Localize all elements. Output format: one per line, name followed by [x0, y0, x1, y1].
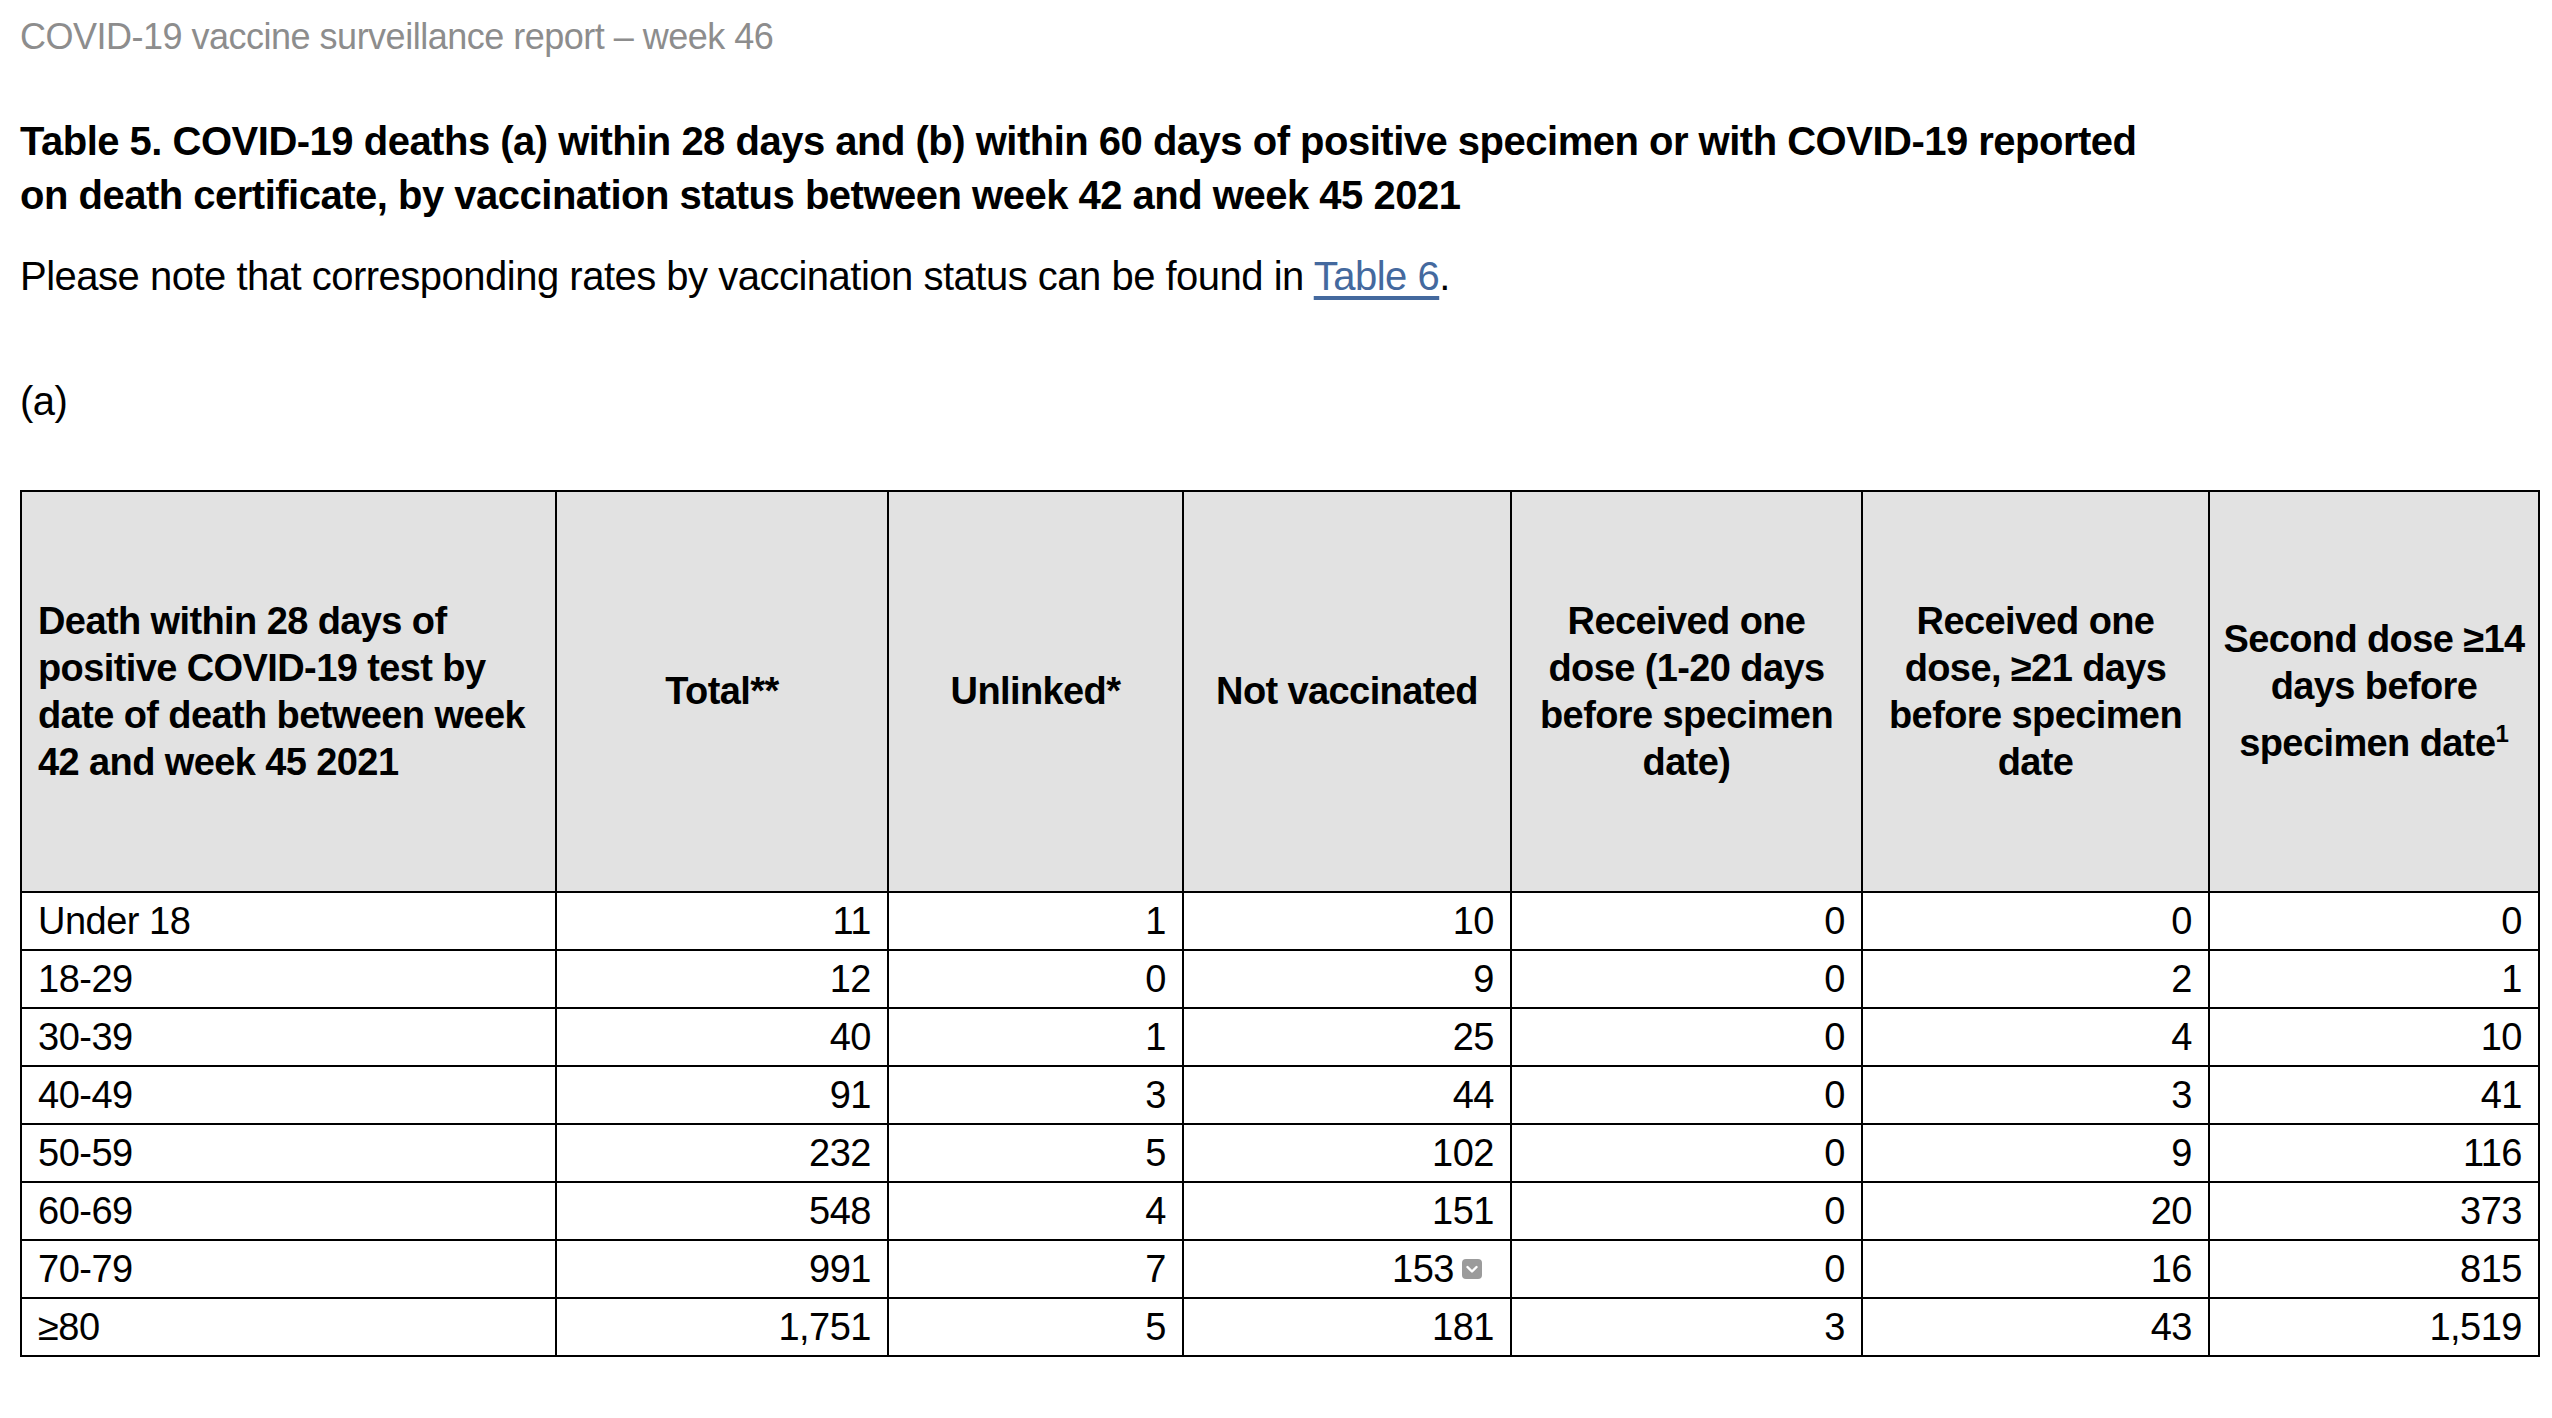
- column-header-age-group: Death within 28 days of positive COVID-1…: [21, 491, 556, 892]
- age-group-cell: 70-79: [21, 1240, 556, 1298]
- one-dose-21plus-cell: 4: [1862, 1008, 2209, 1066]
- footnote-1-superscript: 1: [2495, 720, 2508, 747]
- one-dose-21plus-cell: 0: [1862, 892, 2209, 950]
- unlinked-cell: 4: [888, 1182, 1183, 1240]
- unlinked-cell: 5: [888, 1124, 1183, 1182]
- section-label-a: (a): [20, 379, 2536, 424]
- table-row: Under 18 11 1 10 0 0 0: [21, 892, 2539, 950]
- one-dose-1-20-cell: 0: [1511, 1240, 1862, 1298]
- age-group-cell: 60-69: [21, 1182, 556, 1240]
- not-vaccinated-cell: 9: [1183, 950, 1511, 1008]
- table-row: 60-69 548 4 151 0 20 373: [21, 1182, 2539, 1240]
- one-dose-21plus-cell: 3: [1862, 1066, 2209, 1124]
- age-group-cell: 40-49: [21, 1066, 556, 1124]
- page-title-line1: Table 5. COVID-19 deaths (a) within 28 d…: [20, 114, 2536, 168]
- table-row: 30-39 40 1 25 0 4 10: [21, 1008, 2539, 1066]
- table-header-row: Death within 28 days of positive COVID-1…: [21, 491, 2539, 892]
- one-dose-1-20-cell: 0: [1511, 1124, 1862, 1182]
- second-dose-cell: 815: [2209, 1240, 2539, 1298]
- one-dose-21plus-cell: 16: [1862, 1240, 2209, 1298]
- table-6-link[interactable]: Table 6: [1314, 254, 1439, 298]
- note-paragraph: Please note that corresponding rates by …: [20, 254, 2536, 299]
- column-header-one-dose-21plus: Received one dose, ≥21 days before speci…: [1862, 491, 2209, 892]
- chevron-down-badge-icon[interactable]: [1462, 1259, 1482, 1279]
- document-page: COVID-19 vaccine surveillance report – w…: [0, 0, 2552, 1357]
- one-dose-1-20-cell: 0: [1511, 892, 1862, 950]
- second-dose-label: Second dose ≥14 days before specimen dat…: [2223, 618, 2524, 764]
- one-dose-21plus-cell: 9: [1862, 1124, 2209, 1182]
- column-header-one-dose-1-20: Received one dose (1-20 days before spec…: [1511, 491, 1862, 892]
- not-vaccinated-cell: 25: [1183, 1008, 1511, 1066]
- not-vaccinated-value: 153: [1392, 1248, 1454, 1291]
- not-vaccinated-cell: 181: [1183, 1298, 1511, 1356]
- one-dose-21plus-cell: 20: [1862, 1182, 2209, 1240]
- not-vaccinated-cell: 153: [1183, 1240, 1511, 1298]
- one-dose-21plus-cell: 2: [1862, 950, 2209, 1008]
- unlinked-cell: 1: [888, 892, 1183, 950]
- age-group-cell: Under 18: [21, 892, 556, 950]
- column-header-not-vaccinated: Not vaccinated: [1183, 491, 1511, 892]
- unlinked-cell: 0: [888, 950, 1183, 1008]
- not-vaccinated-cell: 44: [1183, 1066, 1511, 1124]
- total-cell: 991: [556, 1240, 888, 1298]
- age-group-cell: 30-39: [21, 1008, 556, 1066]
- report-header: COVID-19 vaccine surveillance report – w…: [20, 0, 2536, 58]
- table-row: 70-79 991 7 153 0 16 815: [21, 1240, 2539, 1298]
- second-dose-cell: 0: [2209, 892, 2539, 950]
- not-vaccinated-cell: 102: [1183, 1124, 1511, 1182]
- deaths-by-vaccination-status-table: Death within 28 days of positive COVID-1…: [20, 490, 2540, 1357]
- total-cell: 40: [556, 1008, 888, 1066]
- one-dose-1-20-cell: 0: [1511, 950, 1862, 1008]
- note-text: Please note that corresponding rates by …: [20, 254, 1314, 298]
- total-cell: 91: [556, 1066, 888, 1124]
- unlinked-cell: 5: [888, 1298, 1183, 1356]
- second-dose-cell: 10: [2209, 1008, 2539, 1066]
- not-vaccinated-cell: 10: [1183, 892, 1511, 950]
- column-header-unlinked: Unlinked*: [888, 491, 1183, 892]
- table-row: 40-49 91 3 44 0 3 41: [21, 1066, 2539, 1124]
- unlinked-cell: 7: [888, 1240, 1183, 1298]
- table-row: 50-59 232 5 102 0 9 116: [21, 1124, 2539, 1182]
- one-dose-1-20-cell: 0: [1511, 1182, 1862, 1240]
- column-header-second-dose: Second dose ≥14 days before specimen dat…: [2209, 491, 2539, 892]
- page-title-line2: on death certificate, by vaccination sta…: [20, 168, 2536, 222]
- age-group-cell: ≥80: [21, 1298, 556, 1356]
- second-dose-cell: 1: [2209, 950, 2539, 1008]
- total-cell: 12: [556, 950, 888, 1008]
- note-period: .: [1439, 254, 1450, 298]
- one-dose-1-20-cell: 3: [1511, 1298, 1862, 1356]
- second-dose-cell: 41: [2209, 1066, 2539, 1124]
- total-cell: 1,751: [556, 1298, 888, 1356]
- table-row: ≥80 1,751 5 181 3 43 1,519: [21, 1298, 2539, 1356]
- total-cell: 232: [556, 1124, 888, 1182]
- table-row: 18-29 12 0 9 0 2 1: [21, 950, 2539, 1008]
- second-dose-cell: 1,519: [2209, 1298, 2539, 1356]
- second-dose-cell: 116: [2209, 1124, 2539, 1182]
- unlinked-cell: 1: [888, 1008, 1183, 1066]
- one-dose-21plus-cell: 43: [1862, 1298, 2209, 1356]
- total-cell: 11: [556, 892, 888, 950]
- second-dose-cell: 373: [2209, 1182, 2539, 1240]
- unlinked-cell: 3: [888, 1066, 1183, 1124]
- one-dose-1-20-cell: 0: [1511, 1066, 1862, 1124]
- age-group-cell: 50-59: [21, 1124, 556, 1182]
- age-group-cell: 18-29: [21, 950, 556, 1008]
- column-header-total: Total**: [556, 491, 888, 892]
- page-title: Table 5. COVID-19 deaths (a) within 28 d…: [20, 114, 2536, 222]
- one-dose-1-20-cell: 0: [1511, 1008, 1862, 1066]
- total-cell: 548: [556, 1182, 888, 1240]
- not-vaccinated-cell: 151: [1183, 1182, 1511, 1240]
